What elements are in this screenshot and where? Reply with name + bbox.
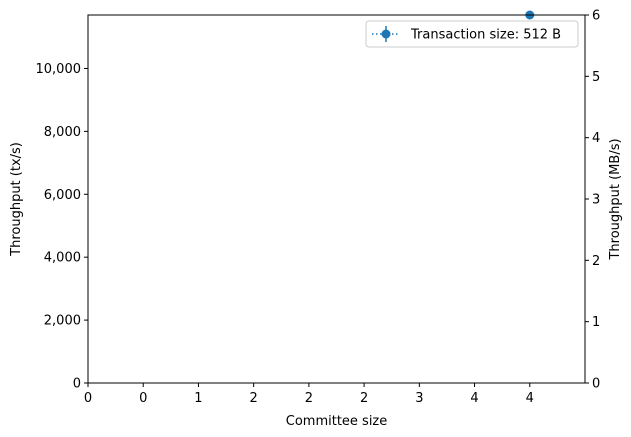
y-tick-label: 2,000 [44, 314, 81, 329]
y-tick-label: 10,000 [36, 62, 82, 77]
y-tick-label: 0 [73, 377, 81, 392]
x-tick-label: 2 [250, 391, 258, 406]
y2-tick-label: 3 [592, 193, 600, 208]
x-axis-ticks: 0 0 1 2 2 2 3 4 4 [84, 383, 534, 406]
x-tick-label: 0 [139, 391, 147, 406]
x-tick-label: 4 [526, 391, 534, 406]
y2-axis-ticks: 0 1 2 3 4 5 6 [585, 9, 600, 392]
legend-box [365, 20, 579, 48]
y-tick-label: 4,000 [44, 251, 81, 266]
x-tick-label: 2 [360, 391, 368, 406]
plot-frame [87, 14, 586, 384]
y2-tick-label: 0 [592, 377, 600, 392]
y-axis-ticks: 0 2,000 4,000 6,000 8,000 10,000 [36, 62, 88, 392]
y2-tick-label: 4 [592, 131, 600, 146]
x-tick-label: 1 [194, 391, 202, 406]
legend: Transaction size: 512 B [365, 20, 579, 48]
y2-tick-label: 2 [592, 254, 600, 269]
legend-label: Transaction size: 512 B [410, 28, 561, 43]
x-tick-label: 2 [305, 391, 313, 406]
x-axis-title: Committee size [286, 414, 388, 429]
x-tick-label: 4 [470, 391, 478, 406]
y2-tick-label: 1 [592, 315, 600, 330]
y-tick-label: 8,000 [44, 125, 81, 140]
x-tick-label: 0 [84, 391, 92, 406]
y-tick-label: 6,000 [44, 188, 81, 203]
legend-marker [381, 29, 391, 39]
y-axis-title: Throughput (tx/s) [9, 142, 24, 257]
y2-axis-title: Throughput (MB/s) [608, 138, 623, 260]
y2-tick-label: 5 [592, 70, 600, 85]
y2-tick-label: 6 [592, 9, 600, 24]
x-tick-label: 3 [415, 391, 423, 406]
